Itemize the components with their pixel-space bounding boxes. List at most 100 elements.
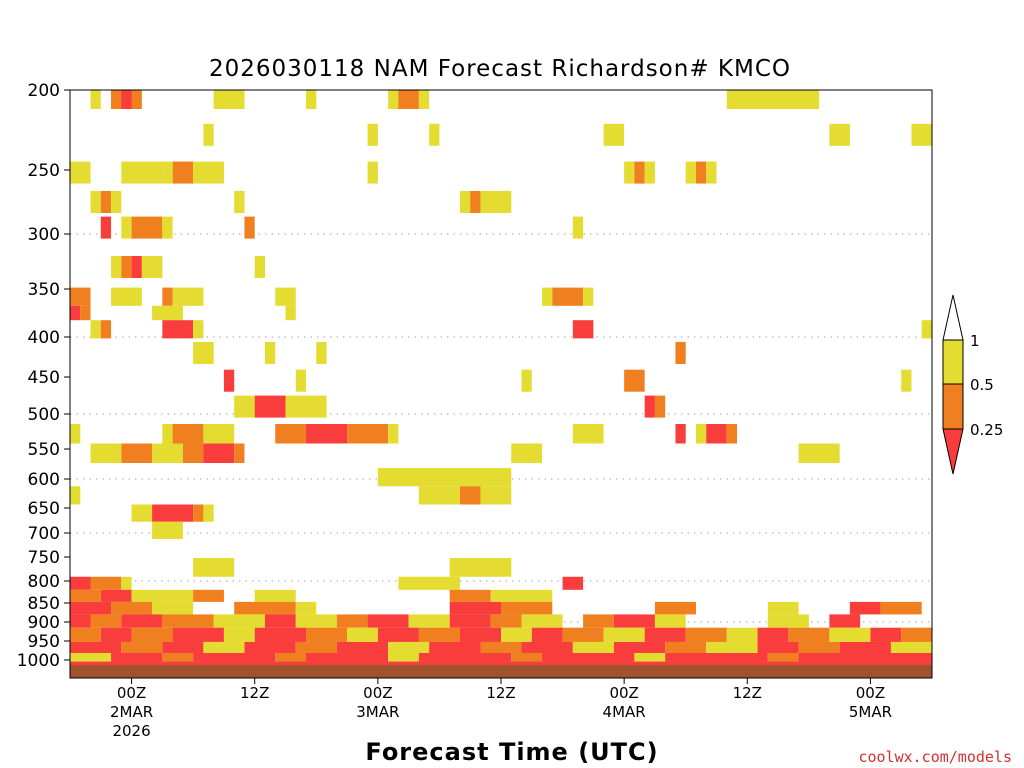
heatmap-cell (90, 320, 101, 339)
x-tick-label: 5MAR (849, 703, 892, 721)
heatmap-cell (398, 576, 460, 590)
chart-title: 2026030118 NAM Forecast Richardson# KMCO (209, 56, 791, 82)
heatmap-cell (111, 256, 122, 278)
heatmap-cell (275, 424, 307, 444)
heatmap-cell (131, 589, 194, 602)
heatmap-cell (767, 601, 799, 615)
heatmap-cell (449, 558, 512, 577)
heatmap-cell (367, 123, 378, 146)
heatmap-cell (706, 161, 717, 184)
heatmap-cell (131, 504, 153, 522)
heatmap-cell (459, 486, 481, 505)
heatmap-cell (141, 256, 163, 278)
heatmap-cell (193, 558, 235, 577)
heatmap-cell (870, 627, 902, 642)
heatmap-cell (162, 161, 173, 184)
heatmap-cell (336, 614, 368, 628)
heatmap-cell (562, 576, 584, 590)
heatmap-cell (695, 161, 707, 184)
heatmap-cell (624, 161, 635, 184)
heatmap-cell (121, 614, 163, 628)
heatmap-cell (675, 424, 686, 444)
heatmap-cell (254, 627, 307, 642)
heatmap-cell (449, 589, 491, 602)
y-tick-label: 850 (28, 594, 60, 614)
heatmap-cell (459, 627, 501, 642)
heatmap-cell (193, 589, 224, 602)
heatmap-cell (583, 287, 594, 306)
heatmap-cell (295, 601, 317, 615)
y-tick-label: 250 (28, 161, 60, 181)
heatmap-cell (203, 443, 235, 463)
x-tick-label: 12Z (486, 684, 515, 702)
heatmap-cell (131, 627, 173, 642)
heatmap-cell (306, 424, 348, 444)
heatmap-cell (901, 369, 912, 392)
heatmap-cell (306, 652, 389, 662)
heatmap-cell (624, 369, 645, 392)
plot-area (70, 90, 932, 678)
x-tick-label: 00Z (856, 684, 885, 702)
ground-band (70, 665, 932, 678)
x-tick-label: 4MAR (603, 703, 646, 721)
heatmap-cell (572, 216, 584, 239)
heatmap-cell (542, 652, 635, 662)
heatmap-cell (367, 161, 378, 184)
heatmap-cell (100, 627, 132, 642)
heatmap-cell (849, 601, 881, 615)
y-tick-label: 900 (28, 613, 60, 633)
heatmap-cell (388, 641, 430, 653)
heatmap-cell (634, 161, 645, 184)
heatmap-cell (654, 395, 666, 418)
heatmap-cell (172, 161, 194, 184)
heatmap-cell (480, 486, 512, 505)
heatmap-cell (306, 627, 348, 642)
heatmap-cell (172, 424, 204, 444)
heatmap-cell (234, 601, 296, 615)
heatmap-cell (572, 641, 614, 653)
heatmap-cell (70, 576, 91, 590)
heatmap-cell (634, 652, 666, 662)
heatmap-cell (203, 504, 214, 522)
heatmap-cell (388, 652, 419, 662)
heatmap-cell (121, 641, 163, 653)
heatmap-cell (429, 641, 481, 653)
heatmap-cell (490, 589, 553, 602)
heatmap-cell (613, 641, 666, 653)
heatmap-cell (90, 90, 101, 109)
heatmap-cell (152, 504, 194, 522)
heatmap-cell (203, 641, 245, 653)
heatmap-cell (449, 614, 491, 628)
heatmap-cell (121, 216, 132, 239)
heatmap-cell (70, 305, 81, 321)
heatmap-cell (388, 424, 399, 444)
x-tick-label: 12Z (240, 684, 269, 702)
heatmap-cell (767, 652, 799, 662)
heatmap-cell (70, 589, 101, 602)
heatmap-cell (121, 90, 132, 109)
heatmap-cell (644, 627, 686, 642)
y-axis: 200 250 300 350 400 450 500 550 600 650 700 750 8008… (17, 81, 70, 671)
heatmap-cell (726, 424, 738, 444)
x-tick-label: 00Z (609, 684, 638, 702)
heatmap-cell (70, 627, 101, 642)
heatmap-cell (254, 395, 286, 418)
y-tick-label: 750 (28, 548, 60, 568)
heatmap-cell (264, 342, 276, 364)
heatmap-cell (531, 627, 563, 642)
heatmap-cell (162, 424, 173, 444)
legend-top-arrow (942, 294, 964, 341)
heatmap-cell (398, 90, 419, 109)
heatmap-cell (490, 614, 522, 628)
heatmap-cell (70, 287, 91, 306)
heatmap-cell (111, 191, 122, 213)
heatmap-cell (162, 614, 214, 628)
heatmap-cell (254, 256, 265, 278)
heatmap-cell (829, 614, 861, 628)
heatmap-cell (100, 216, 112, 239)
heatmap-cell (254, 589, 296, 602)
heatmap-cell (70, 486, 81, 505)
heatmap-cell (234, 191, 245, 213)
x-tick-label: 00Z (363, 684, 392, 702)
